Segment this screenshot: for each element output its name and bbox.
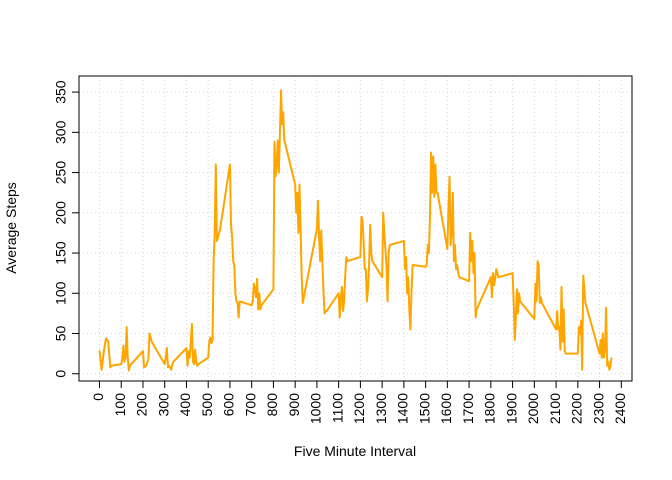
x-tick-label: 1700 xyxy=(460,393,476,424)
y-axis-label: Average Steps xyxy=(3,182,19,274)
x-tick-label: 800 xyxy=(264,393,280,417)
y-tick-label: 350 xyxy=(53,80,69,104)
x-tick-label: 1900 xyxy=(503,393,519,424)
x-tick-label: 1300 xyxy=(373,393,389,424)
x-tick-label: 700 xyxy=(242,393,258,417)
x-axis-label: Five Minute Interval xyxy=(294,443,416,459)
x-tick-label: 2400 xyxy=(612,393,628,424)
x-tick-label: 2200 xyxy=(569,393,585,424)
x-tick-label: 2100 xyxy=(547,393,563,424)
x-tick-label: 2300 xyxy=(590,393,606,424)
y-tick-label: 250 xyxy=(53,161,69,185)
x-tick-label: 1600 xyxy=(438,393,454,424)
x-tick-label: 1000 xyxy=(308,393,324,424)
x-tick-label: 1200 xyxy=(351,393,367,424)
plot-frame xyxy=(78,75,633,382)
x-tick-label: 200 xyxy=(134,393,150,417)
x-tick-label: 1500 xyxy=(416,393,432,424)
y-tick-label: 100 xyxy=(53,281,69,305)
y-tick-label: 300 xyxy=(53,120,69,144)
x-tick-label: 300 xyxy=(155,393,171,417)
x-tick-label: 1400 xyxy=(395,393,411,424)
x-tick-label: 600 xyxy=(221,393,237,417)
x-tick-label: 100 xyxy=(112,393,128,417)
data-line xyxy=(98,89,613,372)
y-tick-label: 50 xyxy=(53,326,69,342)
y-tick-label: 150 xyxy=(53,241,69,265)
y-tick-label: 200 xyxy=(53,201,69,225)
x-tick-label: 0 xyxy=(90,393,106,401)
x-tick-label: 1100 xyxy=(329,393,345,423)
x-tick-label: 2000 xyxy=(525,393,541,424)
x-tick-label: 500 xyxy=(199,393,215,417)
x-tick-label: 400 xyxy=(177,393,193,417)
x-tick-label: 1800 xyxy=(482,393,498,424)
y-tick-label: 0 xyxy=(53,370,69,378)
x-tick-label: 900 xyxy=(286,393,302,417)
